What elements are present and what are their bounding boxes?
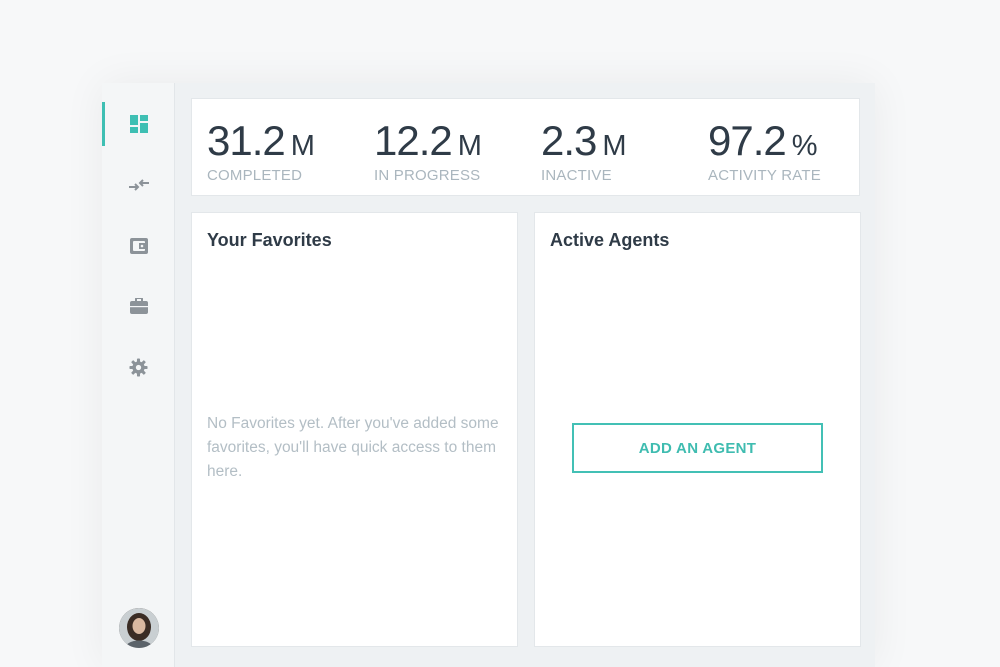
stat-unit: M	[602, 130, 627, 162]
app-window: 31.2 M COMPLETED 12.2 M IN PROGRESS 2.3 …	[102, 83, 875, 667]
sidebar-item-wallet[interactable]	[102, 224, 175, 268]
main-content: 31.2 M COMPLETED 12.2 M IN PROGRESS 2.3 …	[175, 83, 875, 667]
stat-unit: %	[791, 130, 818, 162]
active-agents-card: Active Agents ADD AN AGENT	[534, 212, 861, 647]
sidebar-item-briefcase[interactable]	[102, 284, 175, 328]
transfer-arrows-icon	[128, 179, 149, 191]
briefcase-icon	[129, 298, 148, 314]
stat-activity-rate: 97.2 % ACTIVITY RATE	[708, 117, 821, 184]
favorites-title: Your Favorites	[207, 230, 332, 250]
stat-label: IN PROGRESS	[374, 167, 481, 184]
stat-label: INACTIVE	[541, 167, 612, 184]
dashboard-icon	[129, 115, 148, 133]
stat-value: 12.2	[374, 117, 453, 164]
stats-bar: 31.2 M COMPLETED 12.2 M IN PROGRESS 2.3 …	[191, 98, 860, 196]
stat-unit: M	[290, 130, 315, 162]
sidebar-item-dashboard[interactable]	[102, 102, 175, 146]
favorites-empty-message: No Favorites yet. After you've added som…	[207, 415, 499, 480]
stat-in-progress: 12.2 M IN PROGRESS	[374, 117, 482, 184]
favorites-card: Your Favorites No Favorites yet. After y…	[191, 212, 518, 647]
stat-value: 31.2	[207, 117, 286, 164]
stat-label: ACTIVITY RATE	[708, 167, 821, 184]
sidebar-item-settings[interactable]	[102, 345, 175, 389]
stat-completed: 31.2 M COMPLETED	[207, 117, 315, 184]
active-agents-title: Active Agents	[550, 230, 670, 250]
gear-icon	[129, 357, 148, 377]
sidebar-item-transfers[interactable]	[102, 163, 175, 207]
stat-value: 97.2	[708, 117, 787, 164]
avatar-icon	[119, 608, 159, 648]
add-agent-button[interactable]: ADD AN AGENT	[572, 423, 823, 473]
stat-label: COMPLETED	[207, 167, 303, 184]
sidebar	[102, 83, 175, 667]
stat-inactive: 2.3 M INACTIVE	[541, 117, 627, 184]
wallet-icon	[129, 238, 148, 254]
stat-unit: M	[457, 130, 482, 162]
stat-value: 2.3	[541, 117, 597, 164]
user-avatar[interactable]	[119, 608, 159, 648]
